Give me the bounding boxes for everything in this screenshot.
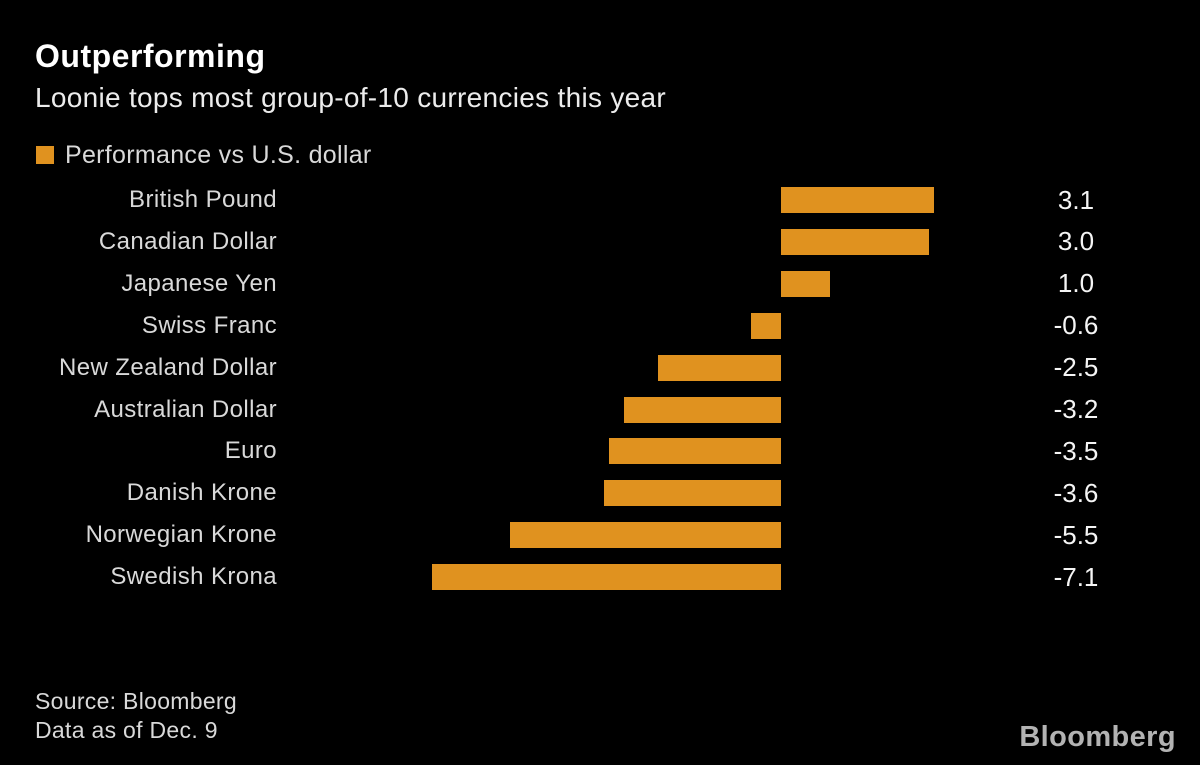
chart-row: Canadian Dollar 3.0 bbox=[0, 221, 1200, 263]
chart-row: Swedish Krona -7.1 bbox=[0, 556, 1200, 598]
source-note: Source: Bloomberg bbox=[35, 688, 237, 714]
value-label: -0.6 bbox=[1053, 310, 1099, 341]
chart-row: Danish Krone -3.6 bbox=[0, 472, 1200, 514]
chart-row: Australian Dollar -3.2 bbox=[0, 389, 1200, 431]
category-label: Euro bbox=[224, 437, 277, 465]
value-label: -3.6 bbox=[1053, 477, 1099, 508]
bar bbox=[603, 480, 781, 507]
footer: Source: Bloomberg Data as of Dec. 9 bbox=[35, 687, 237, 745]
bar bbox=[781, 270, 831, 297]
bar bbox=[781, 187, 934, 213]
category-label: Canadian Dollar bbox=[98, 227, 277, 255]
category-label: Norwegian Krone bbox=[85, 521, 277, 549]
bar bbox=[623, 396, 781, 423]
category-label: Australian Dollar bbox=[94, 395, 277, 423]
bar bbox=[431, 564, 781, 591]
category-label: Swiss Franc bbox=[141, 311, 277, 339]
chart-row: Norwegian Krone -5.5 bbox=[0, 514, 1200, 556]
value-label: 3.0 bbox=[1057, 226, 1095, 257]
bloomberg-logo: Bloomberg bbox=[1019, 721, 1176, 753]
chart-row: Euro -3.5 bbox=[0, 430, 1200, 472]
value-label: -3.2 bbox=[1053, 394, 1099, 424]
chart-row: Japanese Yen 1.0 bbox=[0, 263, 1200, 305]
bar bbox=[751, 312, 781, 339]
data-as-of-note: Data as of Dec. 9 bbox=[35, 717, 218, 743]
legend-label: Performance vs U.S. dollar bbox=[65, 140, 372, 169]
category-label: Danish Krone bbox=[126, 479, 277, 507]
chart-row: British Pound 3.1 bbox=[0, 179, 1200, 221]
category-label: British Pound bbox=[129, 186, 277, 213]
chart-subtitle: Loonie tops most group-of-10 currencies … bbox=[35, 82, 667, 113]
bar bbox=[781, 228, 929, 255]
category-label: Japanese Yen bbox=[121, 269, 277, 297]
chart-row: New Zealand Dollar -2.5 bbox=[0, 347, 1200, 389]
category-label: New Zealand Dollar bbox=[59, 353, 277, 381]
legend: Performance vs U.S. dollar bbox=[36, 140, 372, 169]
bar bbox=[658, 354, 781, 381]
value-label: -5.5 bbox=[1053, 519, 1099, 550]
chart-row: Swiss Franc -0.6 bbox=[0, 305, 1200, 347]
category-label: Swedish Krona bbox=[110, 563, 277, 591]
value-label: 3.1 bbox=[1057, 184, 1095, 215]
chart-title: Outperforming bbox=[35, 38, 266, 74]
value-label: 1.0 bbox=[1057, 268, 1095, 299]
bar bbox=[510, 522, 781, 549]
value-label: -7.1 bbox=[1053, 561, 1099, 592]
value-label: -2.5 bbox=[1053, 352, 1099, 383]
bar bbox=[608, 438, 781, 465]
value-label: -3.5 bbox=[1053, 435, 1099, 466]
legend-swatch-icon bbox=[36, 146, 54, 164]
